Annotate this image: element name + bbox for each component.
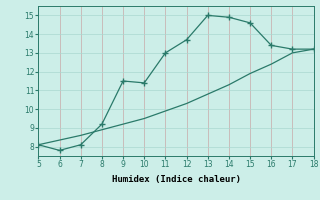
X-axis label: Humidex (Indice chaleur): Humidex (Indice chaleur) [111,175,241,184]
